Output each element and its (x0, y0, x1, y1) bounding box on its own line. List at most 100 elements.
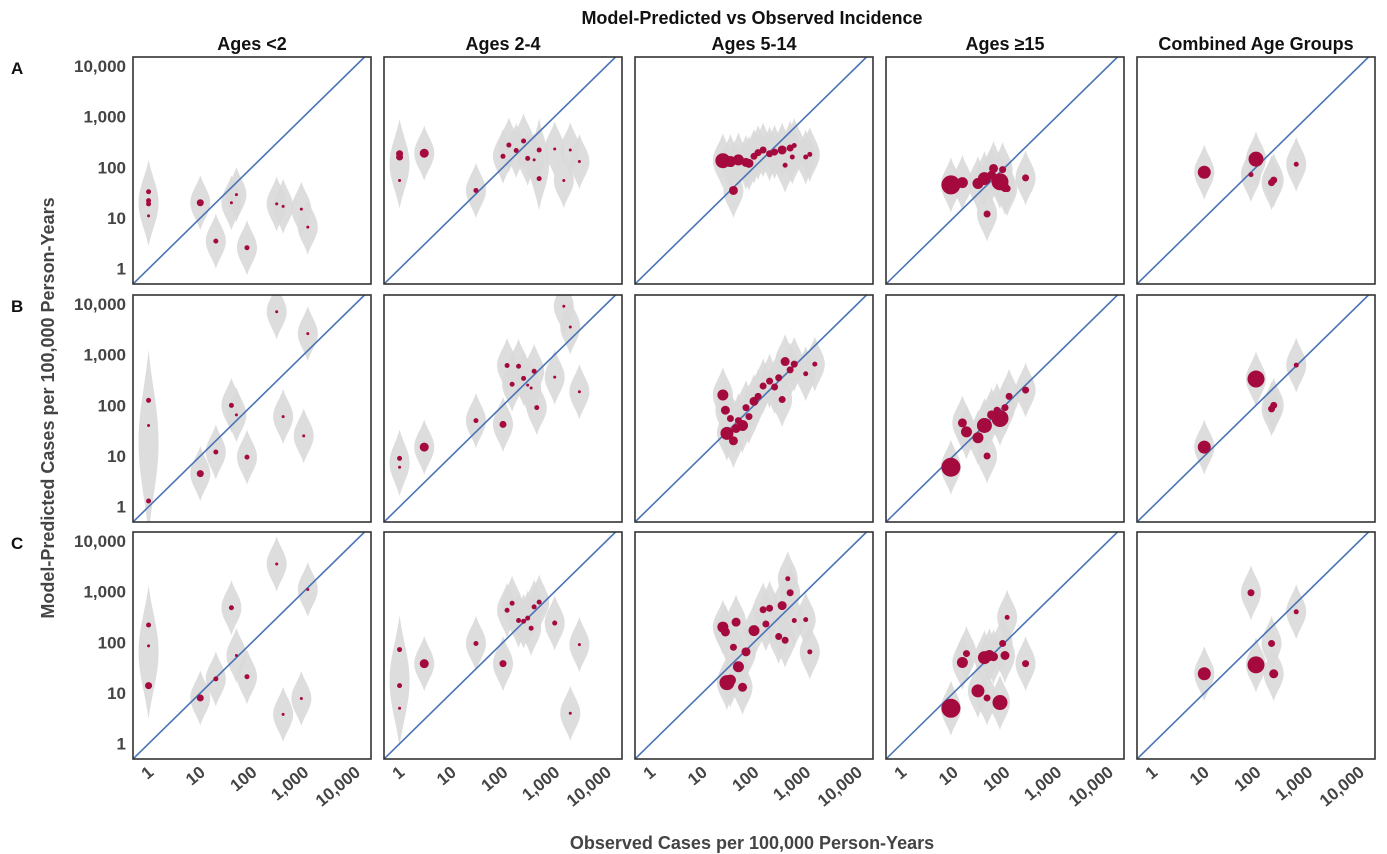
column-title: Ages <2 (217, 34, 287, 54)
y-tick-label: 1 (117, 498, 126, 517)
data-point (146, 397, 152, 403)
data-point (1003, 185, 1011, 193)
x-tick-label: 1 (891, 763, 910, 784)
data-point (398, 465, 402, 469)
data-point (532, 158, 536, 162)
data-point (1005, 392, 1013, 400)
data-point (786, 366, 794, 374)
data-point (1293, 362, 1299, 368)
data-point (766, 377, 774, 385)
panel (383, 294, 623, 523)
data-point (1270, 176, 1278, 184)
data-point (526, 383, 530, 387)
data-point (771, 383, 779, 391)
data-point (983, 210, 991, 218)
data-point (228, 402, 234, 408)
data-point (781, 636, 789, 644)
x-tick-label: 1,000 (1020, 763, 1065, 805)
x-tick-label: 10,000 (563, 763, 615, 811)
data-point (146, 201, 152, 207)
data-point (989, 652, 999, 662)
data-point (504, 363, 510, 369)
data-point (521, 375, 527, 381)
data-point (145, 682, 153, 690)
data-point (956, 657, 968, 669)
x-tick-label: 10,000 (1065, 763, 1117, 811)
data-point (577, 390, 581, 394)
data-point (531, 368, 537, 374)
y-tick-label: 100 (98, 633, 126, 652)
data-point (989, 163, 999, 173)
data-point (737, 420, 749, 432)
data-point (562, 178, 566, 182)
data-point (397, 683, 403, 689)
data-point (720, 627, 730, 637)
data-point (762, 620, 770, 628)
data-point (536, 147, 542, 153)
panel (1136, 56, 1376, 285)
data-point (766, 604, 774, 612)
data-point (785, 576, 791, 582)
data-point (147, 424, 151, 428)
data-point (234, 653, 238, 657)
data-point (807, 151, 813, 157)
panel-frame (383, 56, 623, 285)
y-tick-label: 10,000 (74, 532, 126, 551)
violin (389, 615, 410, 747)
data-point (790, 360, 798, 368)
y-tick-label: 1,000 (83, 346, 126, 365)
data-point (754, 392, 762, 400)
data-point (419, 442, 429, 452)
data-point (500, 153, 506, 159)
panel (1136, 294, 1376, 523)
data-point (1269, 669, 1279, 679)
data-point (812, 361, 818, 367)
data-point (731, 617, 741, 627)
data-point (553, 147, 557, 151)
data-point (299, 697, 303, 701)
data-point (748, 625, 760, 637)
data-point (728, 185, 738, 195)
y-tick-label: 10 (107, 209, 126, 228)
data-point (516, 617, 522, 623)
data-point (577, 643, 581, 647)
data-point (791, 142, 797, 148)
panel-frame (1136, 531, 1376, 760)
panel-frame (1136, 294, 1376, 523)
data-point (1293, 609, 1299, 615)
data-point (724, 674, 736, 686)
x-tick-label: 1 (138, 763, 157, 784)
x-tick-label: 10 (684, 763, 711, 790)
panel (383, 56, 623, 285)
data-point (957, 418, 967, 428)
chart-title: Model-Predicted vs Observed Incidence (581, 8, 922, 28)
panel (132, 56, 372, 285)
data-point (771, 148, 779, 156)
data-point (577, 160, 581, 164)
data-point (529, 386, 533, 390)
x-tick-label: 10,000 (814, 763, 866, 811)
data-point (306, 332, 310, 336)
y-tick-label: 10,000 (74, 57, 126, 76)
data-point (1022, 386, 1030, 394)
data-point (146, 498, 152, 504)
data-point (521, 618, 527, 624)
panel (383, 531, 623, 760)
data-point (499, 660, 507, 668)
x-tick-label: 1 (1142, 763, 1161, 784)
data-point (782, 162, 788, 168)
data-point (789, 154, 795, 160)
data-point (1293, 161, 1299, 167)
identity-line (1137, 57, 1370, 284)
data-point (775, 374, 783, 382)
data-point (306, 588, 310, 592)
data-point (536, 599, 542, 605)
panel (1136, 531, 1376, 760)
data-point (281, 712, 285, 716)
data-point (196, 470, 204, 478)
panel-frame (885, 56, 1125, 285)
data-point (568, 711, 572, 715)
data-point (1248, 151, 1264, 167)
data-point (778, 396, 786, 404)
